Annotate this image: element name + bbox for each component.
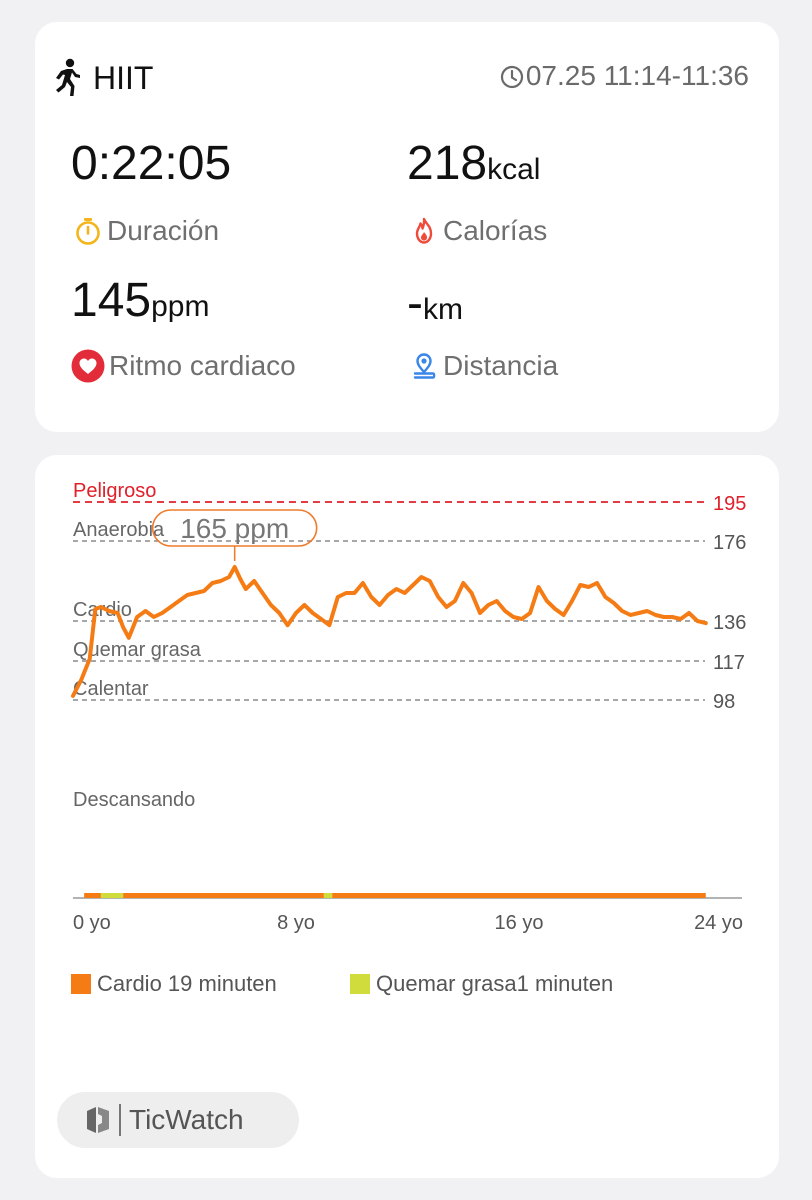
heart-rate-unit: ppm	[151, 290, 210, 323]
zone-value-3: 117	[713, 652, 745, 674]
distance-unit: km	[422, 293, 463, 326]
zone-bar-segment-0	[84, 893, 101, 898]
workout-header: HIIT	[49, 56, 153, 100]
calories-label-row: Calorías	[409, 215, 547, 247]
x-tick-label-2: 16 yo	[495, 912, 544, 934]
distance-label-row: Distancia	[409, 350, 558, 382]
workout-time-range: 07.25 11:14-11:36	[500, 60, 749, 92]
zone-label-1: Anaerobia	[73, 519, 165, 541]
zone-label-2: Cardio	[73, 599, 132, 621]
zone-bar-segment-5	[332, 893, 706, 898]
distance-value: -km	[407, 280, 463, 328]
legend-swatch-cardio	[71, 974, 91, 994]
ticwatch-logo-icon	[85, 1105, 111, 1135]
calories-label: Calorías	[443, 215, 548, 246]
location-pin-icon	[409, 351, 439, 381]
distance-value-text: -	[407, 277, 423, 330]
heart-rate-series-line	[71, 565, 708, 698]
workout-summary-card: HIIT 07.25 11:14-11:36 0:22:05 Duración …	[35, 22, 779, 432]
zone-bar-segment-3	[296, 893, 324, 898]
x-tick-label-1: 8 yo	[277, 912, 315, 934]
stopwatch-icon	[73, 216, 103, 246]
duration-value-text: 0:22:05	[71, 137, 232, 190]
calories-unit: kcal	[487, 153, 541, 186]
heart-rate-label: Ritmo cardiaco	[109, 350, 296, 381]
calories-value-text: 218	[407, 137, 488, 190]
x-tick-label-3: 24 yo	[694, 912, 743, 934]
peak-annotation-text: 165 ppm	[180, 513, 289, 544]
duration-value: 0:22:05	[71, 140, 231, 188]
peak-annotation-box	[151, 509, 318, 547]
calories-value: 218kcal	[407, 140, 540, 188]
legend-text-fat-burn: Quemar grasa1 minuten	[376, 971, 614, 996]
heart-rate-value: 145ppm	[71, 277, 209, 325]
zone-label-0: Peligroso	[73, 480, 156, 502]
duration-label-row: Duración	[73, 215, 219, 247]
heart-rate-chart-card: Peligroso 195 Anaerobia 176 Cardio 136 Quemar …	[35, 455, 779, 1178]
zone-value-2: 136	[713, 612, 746, 634]
heart-rate-label-row: Ritmo cardiaco	[71, 349, 296, 383]
zone-label-4: Calentar	[73, 678, 149, 700]
zone-value-4: 98	[713, 691, 735, 713]
legend-text-cardio: Cardio 19 minuten	[97, 971, 277, 996]
workout-title: HIIT	[93, 59, 154, 96]
zone-bar-segment-1	[100, 893, 124, 898]
heart-icon	[71, 349, 105, 383]
zone-bar-segment-2	[123, 893, 296, 898]
legend-item-fat-burn: Quemar grasa1 minuten	[350, 971, 613, 997]
ticwatch-brand-name: TicWatch	[129, 1104, 244, 1135]
brand-divider	[119, 1104, 121, 1136]
resting-zone-label: Descansando	[73, 789, 195, 811]
legend-swatch-fat-burn	[350, 974, 370, 994]
flame-icon	[409, 216, 439, 246]
zone-value-0: 195	[713, 493, 746, 515]
ticwatch-brand-button[interactable]: TicWatch	[57, 1092, 299, 1148]
heart-rate-value-text: 145	[71, 274, 152, 327]
heart-rate-chart: Peligroso 195 Anaerobia 176 Cardio 136 Quemar …	[71, 480, 746, 934]
running-person-icon	[49, 58, 83, 98]
clock-icon	[500, 64, 524, 89]
time-range-text: 07.25 11:14-11:36	[525, 60, 749, 91]
duration-label: Duración	[107, 215, 220, 246]
legend-item-cardio: Cardio 19 minuten	[71, 971, 277, 997]
zone-bar-segment-4	[323, 893, 333, 898]
zone-value-1: 176	[713, 532, 746, 554]
x-tick-label-0: 0 yo	[73, 912, 111, 934]
distance-label: Distancia	[443, 350, 559, 381]
zone-label-3: Quemar grasa	[73, 639, 202, 661]
